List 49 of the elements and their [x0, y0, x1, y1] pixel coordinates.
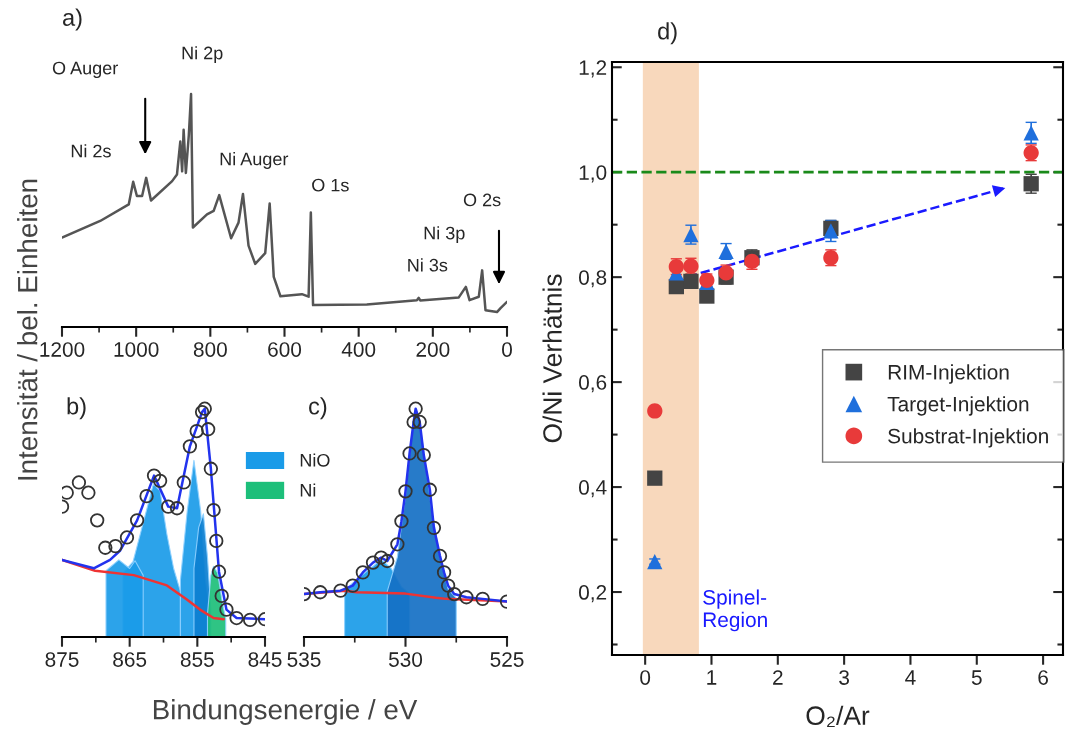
- x-tick-label: 3: [839, 670, 850, 685]
- x-tick-label: 5: [971, 670, 982, 685]
- text: O Auger: [52, 61, 118, 79]
- x-tick-label: 600: [268, 342, 302, 357]
- x-tick-label: 855: [180, 652, 214, 667]
- band-label: Spinel- Region: [703, 589, 767, 632]
- x-tick-label: 525: [490, 652, 524, 667]
- legend-label: Target-Injektion: [887, 396, 1029, 416]
- x-tick-label: 535: [287, 652, 321, 667]
- y-axis-title: O/Ni Verhätnis: [542, 274, 562, 443]
- legend-label: RIM-Injektion: [888, 364, 1009, 384]
- annotation: O 1s: [312, 178, 349, 192]
- x-tick-label: 400: [341, 342, 376, 357]
- x-tick-label: 530: [388, 652, 423, 667]
- x-tick-label: 865: [113, 652, 147, 667]
- annotation: Ni 3p: [424, 226, 465, 244]
- annotation: Ni 2s: [71, 144, 111, 158]
- chart-title: d): [658, 22, 677, 45]
- legend-label: Ni: [300, 483, 316, 497]
- text: Ni 2p: [182, 46, 223, 63]
- x-tick-label: 845: [248, 652, 282, 667]
- x-tick-label: 1200: [40, 342, 85, 357]
- x-axis-title: O₂/Ar: [806, 705, 870, 728]
- x-tick-label: 0: [502, 342, 512, 357]
- x-tick-label: 1: [707, 670, 717, 685]
- x-axis-title: Bindungsenergie / eV: [153, 699, 418, 725]
- legend-label: NiO: [300, 453, 330, 467]
- x-tick-label: 1000: [114, 342, 159, 357]
- x-tick-label: 6: [1038, 670, 1048, 685]
- chart-title: b): [67, 397, 86, 420]
- x-tick-label: 0: [640, 670, 651, 685]
- y-tick-label: 0,2: [578, 585, 607, 603]
- x-tick-label: 200: [416, 342, 450, 357]
- y-tick-label: 1,2: [579, 60, 607, 78]
- y-tick-label: 0,4: [578, 480, 607, 498]
- x-tick-label: 2: [773, 670, 783, 685]
- y-tick-label: 1,0: [579, 165, 607, 183]
- x-tick-label: 875: [45, 652, 79, 667]
- y-tick-label: 0,6: [578, 375, 607, 393]
- chart-title: a): [63, 8, 82, 31]
- y-tick-label: 0,8: [578, 270, 607, 288]
- legend-label: Substrat-Injektion: [888, 428, 1048, 448]
- x-tick-label: 4: [905, 670, 916, 685]
- annotation: Ni 3s: [408, 258, 448, 272]
- chart-title: c): [309, 397, 327, 420]
- x-tick-label: 800: [193, 342, 227, 357]
- annotation: O 2s: [463, 193, 501, 207]
- y-axis-title: Intensität / bel. Einheiten: [17, 179, 38, 480]
- annotation: Ni Auger: [220, 152, 289, 169]
